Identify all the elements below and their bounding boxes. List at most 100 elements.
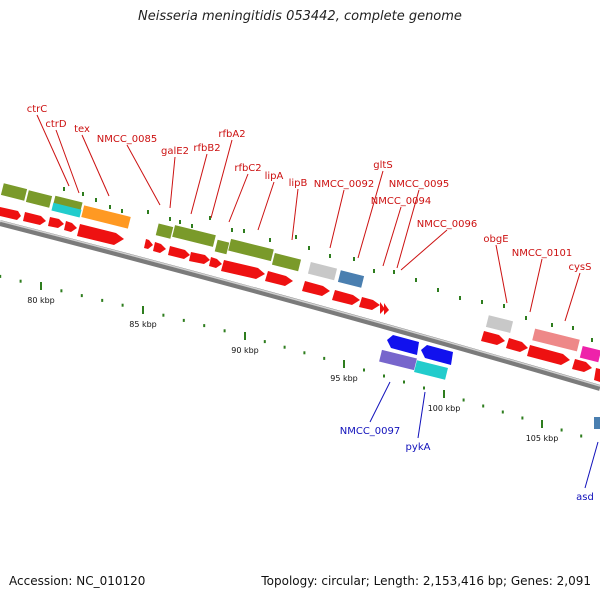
cds-arrow-reverse[interactable] [387, 335, 419, 355]
gene-label[interactable]: lipA [265, 171, 284, 182]
gene-label-leader [529, 258, 543, 313]
kbp-label: 105 kbp [526, 434, 559, 443]
gene-block[interactable] [414, 360, 448, 380]
gene-block[interactable] [271, 253, 302, 272]
kbp-label: 100 kbp [428, 404, 461, 413]
gene-label-leader [190, 153, 208, 215]
gene-label-leader [495, 244, 508, 304]
gene-label-leader [55, 129, 80, 194]
cds-arrow[interactable] [153, 242, 166, 253]
cds-arrow[interactable] [23, 212, 46, 225]
map-title: Neisseria meningitidis 053442, complete … [138, 9, 462, 24]
gene-block[interactable] [53, 195, 83, 211]
cds-arrow-reverse[interactable] [421, 345, 453, 365]
gene-label-leader [396, 189, 420, 269]
gene-label[interactable]: cysS [569, 262, 592, 273]
gene-blocks-bottom [379, 335, 600, 429]
gene-block[interactable] [307, 262, 338, 281]
cds-arrow[interactable] [332, 290, 360, 305]
gene-label[interactable]: ctrC [27, 104, 48, 115]
cds-arrow[interactable] [168, 246, 190, 259]
gene-block[interactable] [172, 225, 216, 247]
gene-label[interactable]: ctrD [45, 119, 67, 130]
gene-label[interactable]: NMCC_0092 [314, 179, 375, 190]
gene-label[interactable]: lipB [289, 178, 308, 189]
cds-arrow[interactable] [77, 224, 124, 245]
gene-label[interactable]: obgE [483, 234, 508, 245]
gene-block[interactable] [228, 238, 274, 262]
cds-arrow[interactable] [527, 345, 570, 365]
gene-label-leader [257, 181, 275, 231]
cds-arrow[interactable] [64, 221, 77, 232]
gene-label-leader [169, 156, 176, 209]
gene-label-leader [81, 134, 110, 197]
cds-arrow[interactable] [209, 257, 222, 268]
genome-stats-text: Topology: circular; Length: 2,153,416 bp… [261, 574, 591, 588]
gene-block[interactable] [0, 183, 28, 201]
cds-arrow[interactable] [302, 281, 330, 296]
gene-block[interactable] [579, 346, 600, 363]
gene-label[interactable]: NMCC_0085 [97, 134, 158, 145]
gene-label-leader [329, 189, 345, 249]
gene-block[interactable] [594, 417, 600, 429]
gene-label[interactable]: rfbA2 [218, 129, 245, 140]
gene-label[interactable]: tex [74, 124, 90, 135]
accession-text: Accession: NC_010120 [9, 574, 146, 588]
kbp-label: 90 kbp [231, 346, 259, 355]
kbp-label: 85 kbp [129, 320, 157, 329]
gene-label[interactable]: NMCC_0094 [371, 196, 432, 207]
kbp-labels: 80 kbp 85 kbp 90 kbp 95 kbp 100 kbp 105 kbp [27, 296, 558, 443]
gene-label[interactable]: rfbB2 [193, 143, 220, 154]
gene-block[interactable] [532, 328, 580, 352]
kbp-ticks [0, 187, 593, 438]
gene-label-leader [228, 173, 249, 223]
gene-label[interactable]: NMCC_0095 [389, 179, 450, 190]
gene-label-leader [584, 441, 599, 489]
gene-block[interactable] [337, 270, 365, 288]
kbp-label: 80 kbp [27, 296, 55, 305]
gene-blocks-top [0, 183, 600, 363]
cds-arrow[interactable] [594, 368, 600, 382]
cds-arrow[interactable] [380, 302, 385, 314]
genome-backbone [0, 220, 600, 391]
gene-block[interactable] [155, 223, 174, 239]
gene-block[interactable] [485, 315, 514, 333]
cds-arrow[interactable] [265, 271, 293, 286]
gene-label-leader [36, 114, 70, 187]
gene-label-leader [417, 391, 426, 439]
gene-label[interactable]: NMCC_0096 [417, 219, 478, 230]
gene-label-leader [357, 170, 384, 259]
gene-block[interactable] [51, 202, 82, 218]
gene-block[interactable] [379, 349, 417, 371]
gene-label-leader [210, 139, 233, 219]
gene-block[interactable] [81, 205, 131, 229]
cds-arrow[interactable] [481, 331, 505, 345]
gene-label-leader [382, 206, 402, 267]
gene-label-leader [291, 188, 299, 241]
gene-label-leader [369, 381, 391, 423]
cds-arrow[interactable] [144, 239, 153, 249]
gene-label-leader [400, 229, 448, 271]
cds-arrows [0, 207, 600, 382]
cds-arrow[interactable] [221, 260, 265, 279]
cds-arrow[interactable] [506, 338, 528, 352]
gene-label[interactable]: galE2 [161, 146, 189, 157]
gene-label[interactable]: rfbC2 [234, 163, 261, 174]
gene-label-leader [126, 144, 161, 206]
gene-label-leader [564, 272, 581, 322]
cds-arrow[interactable] [572, 359, 592, 372]
gene-label[interactable]: pykA [406, 442, 431, 453]
gene-label[interactable]: NMCC_0101 [512, 248, 573, 259]
cds-arrow[interactable] [359, 297, 380, 310]
cds-arrow[interactable] [189, 252, 210, 264]
gene-block[interactable] [214, 239, 230, 255]
gene-block[interactable] [25, 190, 53, 208]
cds-arrow[interactable] [0, 207, 21, 220]
gene-label[interactable]: NMCC_0097 [340, 426, 401, 437]
cds-arrow[interactable] [48, 217, 64, 228]
gene-label[interactable]: asd [576, 492, 594, 503]
cds-arrow[interactable] [384, 303, 389, 315]
gene-label[interactable]: gltS [373, 160, 392, 171]
